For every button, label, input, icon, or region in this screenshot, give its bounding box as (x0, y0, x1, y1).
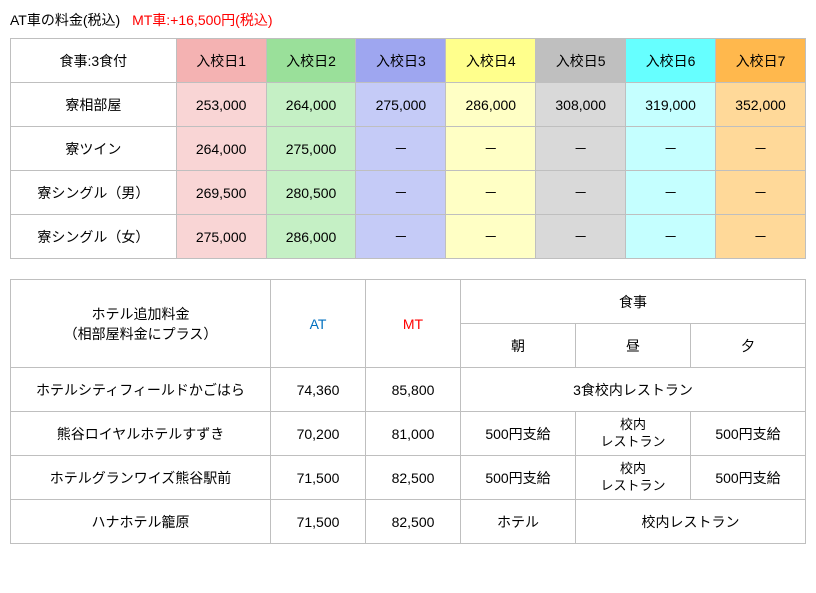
hotel-name-cell: ホテルグランワイズ熊谷駅前 (11, 456, 271, 500)
pricing-row-header: 寮シングル（男） (11, 171, 177, 215)
pricing-cell: － (626, 215, 716, 259)
hotel-name-cell: ハナホテル籠原 (11, 500, 271, 544)
pricing-cell: 286,000 (446, 83, 536, 127)
hotel-at-cell: 70,200 (271, 412, 366, 456)
pricing-row-header: 寮シングル（女） (11, 215, 177, 259)
pricing-cell: 264,000 (266, 83, 356, 127)
hotel-meal-morning: 500円支給 (461, 456, 576, 500)
pricing-cell: － (356, 127, 446, 171)
pricing-col-header: 入校日4 (446, 39, 536, 83)
pricing-col-header: 入校日6 (626, 39, 716, 83)
hotel-at-cell: 71,500 (271, 456, 366, 500)
pricing-table: 食事:3食付入校日1入校日2入校日3入校日4入校日5入校日6入校日7 寮相部屋25… (10, 38, 806, 259)
hotel-mt-cell: 82,500 (366, 456, 461, 500)
hotel-meal-evening: 500円支給 (691, 412, 806, 456)
pricing-cell: 352,000 (716, 83, 806, 127)
pricing-cell: － (356, 215, 446, 259)
pricing-cell: － (626, 171, 716, 215)
hotel-meal-cell: 3食校内レストラン (461, 368, 806, 412)
pricing-col-header: 入校日3 (356, 39, 446, 83)
pricing-col-header: 入校日5 (536, 39, 626, 83)
pricing-cell: 275,000 (266, 127, 356, 171)
pricing-cell: － (716, 171, 806, 215)
hotel-meal-morning: 500円支給 (461, 412, 576, 456)
pricing-corner-header: 食事:3食付 (11, 39, 177, 83)
pricing-cell: 264,000 (176, 127, 266, 171)
pricing-row-header: 寮ツイン (11, 127, 177, 171)
pricing-cell: － (356, 171, 446, 215)
hotel-header-mt: MT (366, 280, 461, 368)
hotel-meal-noon: 校内レストラン (576, 456, 691, 500)
pricing-col-header: 入校日1 (176, 39, 266, 83)
hotel-meal-morning: ホテル (461, 500, 576, 544)
pricing-cell: － (536, 215, 626, 259)
pricing-cell: － (716, 127, 806, 171)
pricing-col-header: 入校日2 (266, 39, 356, 83)
title-primary: AT車の料金(税込) (10, 12, 120, 28)
pricing-cell: － (446, 127, 536, 171)
hotel-meal-evening: 500円支給 (691, 456, 806, 500)
hotel-name-cell: 熊谷ロイヤルホテルすずき (11, 412, 271, 456)
hotel-mt-cell: 85,800 (366, 368, 461, 412)
pricing-cell: － (626, 127, 716, 171)
pricing-cell: 275,000 (356, 83, 446, 127)
hotel-meal-noon: 校内レストラン (576, 412, 691, 456)
pricing-cell: 308,000 (536, 83, 626, 127)
hotel-at-cell: 74,360 (271, 368, 366, 412)
pricing-row-header: 寮相部屋 (11, 83, 177, 127)
hotel-meal-noon-evening: 校内レストラン (576, 500, 806, 544)
hotel-header-name: ホテル追加料金（相部屋料金にプラス） (11, 280, 271, 368)
hotel-table: ホテル追加料金（相部屋料金にプラス）ATMT食事朝昼夕ホテルシティフィールドかご… (10, 279, 806, 544)
hotel-header-morning: 朝 (461, 324, 576, 368)
hotel-header-meal: 食事 (461, 280, 806, 324)
hotel-at-cell: 71,500 (271, 500, 366, 544)
hotel-header-evening: 夕 (691, 324, 806, 368)
pricing-cell: 275,000 (176, 215, 266, 259)
pricing-cell: 319,000 (626, 83, 716, 127)
pricing-cell: 253,000 (176, 83, 266, 127)
hotel-mt-cell: 81,000 (366, 412, 461, 456)
pricing-cell: 269,500 (176, 171, 266, 215)
pricing-cell: 280,500 (266, 171, 356, 215)
pricing-cell: 286,000 (266, 215, 356, 259)
hotel-name-cell: ホテルシティフィールドかごはら (11, 368, 271, 412)
pricing-cell: － (536, 127, 626, 171)
pricing-cell: － (536, 171, 626, 215)
pricing-cell: － (446, 171, 536, 215)
pricing-col-header: 入校日7 (716, 39, 806, 83)
hotel-header-at: AT (271, 280, 366, 368)
hotel-header-noon: 昼 (576, 324, 691, 368)
hotel-mt-cell: 82,500 (366, 500, 461, 544)
title-secondary: MT車:+16,500円(税込) (132, 12, 272, 28)
pricing-cell: － (716, 215, 806, 259)
page-title: AT車の料金(税込) MT車:+16,500円(税込) (10, 10, 806, 30)
pricing-cell: － (446, 215, 536, 259)
